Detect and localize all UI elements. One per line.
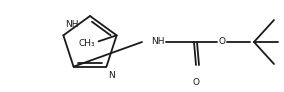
Text: N: N [108, 71, 115, 80]
Text: NH: NH [65, 20, 79, 29]
Text: NH: NH [151, 38, 165, 46]
Text: CH₃: CH₃ [78, 39, 95, 48]
Text: O: O [193, 78, 199, 87]
Text: O: O [218, 38, 225, 46]
